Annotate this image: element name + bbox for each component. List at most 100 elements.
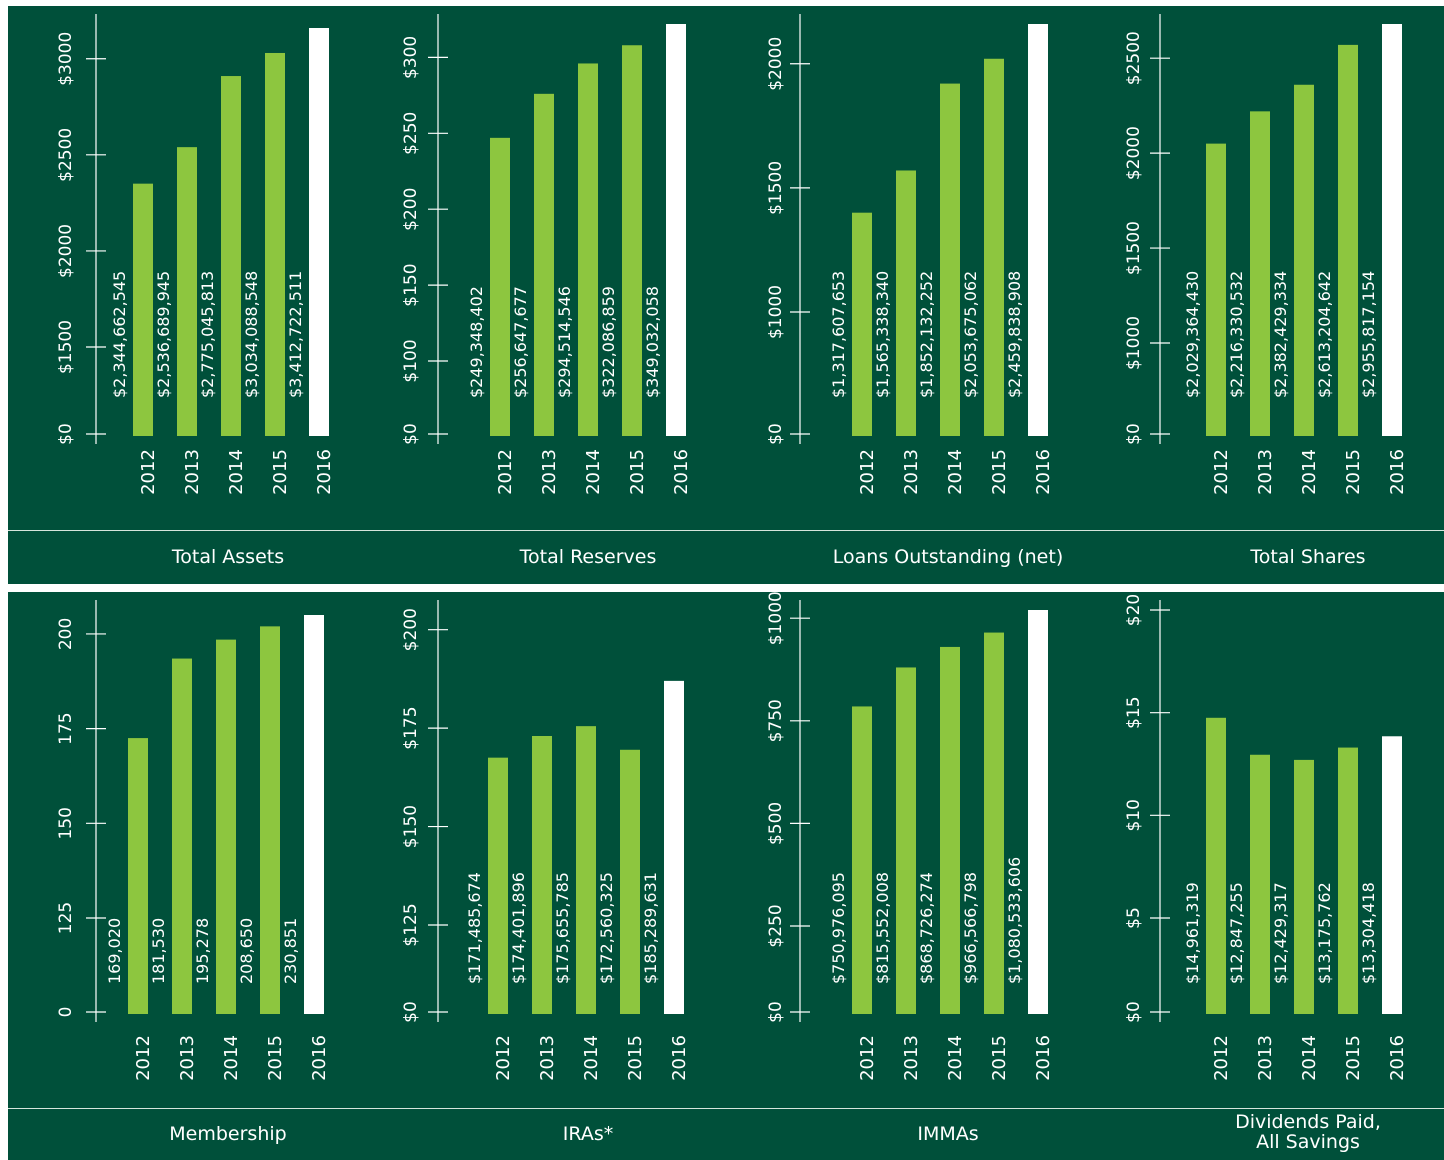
bar-value-label: $2,459,838,908 bbox=[1005, 271, 1024, 398]
x-tick-label: 2014 bbox=[583, 449, 604, 495]
bar-value-label: $2,053,675,062 bbox=[961, 271, 980, 398]
bar-2014 bbox=[1294, 84, 1314, 436]
chart-title-total-shares: Total Shares bbox=[1250, 546, 1366, 568]
x-tick-label: 2016 bbox=[309, 1035, 330, 1081]
bar-value-label: $171,485,674 bbox=[465, 872, 484, 984]
y-tick-label: $10 bbox=[1124, 799, 1144, 831]
bar-2014 bbox=[576, 726, 596, 1014]
x-tick-label: 2016 bbox=[1033, 449, 1054, 495]
bar-2012 bbox=[488, 757, 508, 1014]
y-tick-label: 125 bbox=[56, 902, 76, 934]
y-tick-label: 0 bbox=[56, 1007, 76, 1018]
x-tick-label: 2013 bbox=[177, 1035, 198, 1081]
bar-value-label: $750,976,095 bbox=[829, 872, 848, 984]
chart-title-iras: IRAs* bbox=[562, 1123, 614, 1145]
bar-value-label: $2,382,429,334 bbox=[1271, 271, 1290, 398]
y-tick-label: $1000 bbox=[766, 285, 786, 339]
x-tick-label: 2012 bbox=[1211, 1035, 1232, 1081]
bar-2012 bbox=[852, 212, 872, 436]
bar-2015 bbox=[620, 749, 640, 1014]
x-tick-label: 2013 bbox=[539, 449, 560, 495]
bar-2013 bbox=[532, 736, 552, 1014]
chart-title-total-assets: Total Assets bbox=[171, 546, 285, 568]
chart-title-immas: IMMAs bbox=[917, 1123, 979, 1145]
x-tick-label: 2014 bbox=[581, 1035, 602, 1081]
y-tick-label: $2500 bbox=[1124, 31, 1144, 85]
y-tick-label: 175 bbox=[56, 712, 76, 744]
y-tick-label: $2500 bbox=[56, 128, 76, 182]
y-tick-label: 150 bbox=[56, 807, 76, 839]
bar-value-label: 208,650 bbox=[237, 918, 256, 984]
bar-value-label: $2,216,330,532 bbox=[1227, 271, 1246, 398]
x-tick-label: 2015 bbox=[1343, 449, 1364, 495]
bar-2012 bbox=[133, 183, 153, 436]
y-tick-label: $150 bbox=[401, 805, 421, 848]
y-tick-label: $1000 bbox=[766, 592, 786, 645]
bar-2016 bbox=[1382, 736, 1402, 1014]
y-tick-label: $15 bbox=[1124, 696, 1144, 728]
x-tick-label: 2016 bbox=[1387, 449, 1408, 495]
bar-value-label: $256,647,677 bbox=[511, 286, 530, 398]
chart-title-dividends-paid: Dividends Paid, All Savings bbox=[1235, 1111, 1381, 1153]
bottom-charts-canvas: 0 125 150 175 200 169,020 2012 181,530 2013 195,2… bbox=[56, 592, 1408, 1081]
x-tick-label: 2013 bbox=[901, 1035, 922, 1081]
x-tick-label: 2012 bbox=[133, 1035, 154, 1081]
x-tick-label: 2013 bbox=[1255, 1035, 1276, 1081]
chart-3: $0 $1000 $1500 $2000 $2500 $2,029,364,430 2012… bbox=[1124, 14, 1408, 495]
x-tick-label: 2015 bbox=[989, 449, 1010, 495]
y-tick-label: $500 bbox=[766, 802, 786, 845]
x-tick-label: 2012 bbox=[495, 449, 516, 495]
bar-value-label: $249,348,402 bbox=[467, 286, 486, 398]
bar-2015 bbox=[984, 58, 1004, 437]
y-tick-label: $100 bbox=[401, 339, 421, 382]
bar-value-label: $2,955,817,154 bbox=[1359, 271, 1378, 398]
x-tick-label: 2015 bbox=[625, 1035, 646, 1081]
bar-2014 bbox=[221, 76, 241, 436]
y-tick-label: $150 bbox=[401, 263, 421, 306]
y-tick-label: $250 bbox=[766, 904, 786, 947]
bar-2015 bbox=[260, 626, 280, 1014]
bar-value-label: 195,278 bbox=[193, 918, 212, 984]
x-tick-label: 2013 bbox=[1255, 449, 1276, 495]
bar-value-label: $3,034,088,548 bbox=[242, 271, 261, 398]
bar-2013 bbox=[177, 147, 197, 436]
bar-value-label: $2,613,204,642 bbox=[1315, 271, 1334, 398]
y-tick-label: $200 bbox=[401, 188, 421, 231]
bar-value-label: $2,344,662,545 bbox=[110, 271, 129, 398]
x-tick-label: 2015 bbox=[1343, 1035, 1364, 1081]
x-tick-label: 2012 bbox=[1211, 449, 1232, 495]
bar-value-label: $349,032,058 bbox=[643, 286, 662, 398]
bar-2014 bbox=[1294, 759, 1314, 1014]
y-tick-label: $1500 bbox=[1124, 221, 1144, 275]
bar-value-label: $1,565,338,340 bbox=[873, 271, 892, 398]
bar-value-label: $2,775,045,813 bbox=[198, 271, 217, 398]
bar-value-label: $1,080,533,606 bbox=[1005, 857, 1024, 984]
y-tick-label: $300 bbox=[401, 36, 421, 79]
bar-2012 bbox=[1206, 143, 1226, 436]
x-tick-label: 2012 bbox=[138, 449, 159, 495]
bar-2012 bbox=[1206, 717, 1226, 1014]
chart-title-membership: Membership bbox=[169, 1123, 287, 1145]
bar-value-label: $868,726,274 bbox=[917, 872, 936, 984]
x-tick-label: 2014 bbox=[1299, 449, 1320, 495]
y-tick-label: $250 bbox=[401, 112, 421, 155]
x-tick-label: 2014 bbox=[226, 449, 247, 495]
bar-value-label: 230,851 bbox=[281, 918, 300, 984]
bar-2016 bbox=[1028, 24, 1048, 436]
y-tick-label: $0 bbox=[766, 1001, 786, 1023]
y-tick-label: $1500 bbox=[766, 161, 786, 215]
x-tick-label: 2014 bbox=[221, 1035, 242, 1081]
bar-2013 bbox=[534, 93, 554, 436]
x-tick-label: 2012 bbox=[857, 1035, 878, 1081]
bar-2014 bbox=[578, 63, 598, 436]
y-tick-label: $0 bbox=[766, 423, 786, 445]
y-tick-label: $2000 bbox=[56, 224, 76, 278]
x-tick-label: 2013 bbox=[182, 449, 203, 495]
y-tick-label: $2000 bbox=[1124, 126, 1144, 180]
y-tick-label: $1500 bbox=[56, 320, 76, 374]
bar-value-label: $1,317,607,653 bbox=[829, 271, 848, 398]
top-caption-divider bbox=[8, 530, 1444, 531]
y-tick-label: 200 bbox=[56, 618, 76, 650]
y-tick-label: $125 bbox=[401, 903, 421, 946]
x-tick-label: 2016 bbox=[314, 449, 335, 495]
